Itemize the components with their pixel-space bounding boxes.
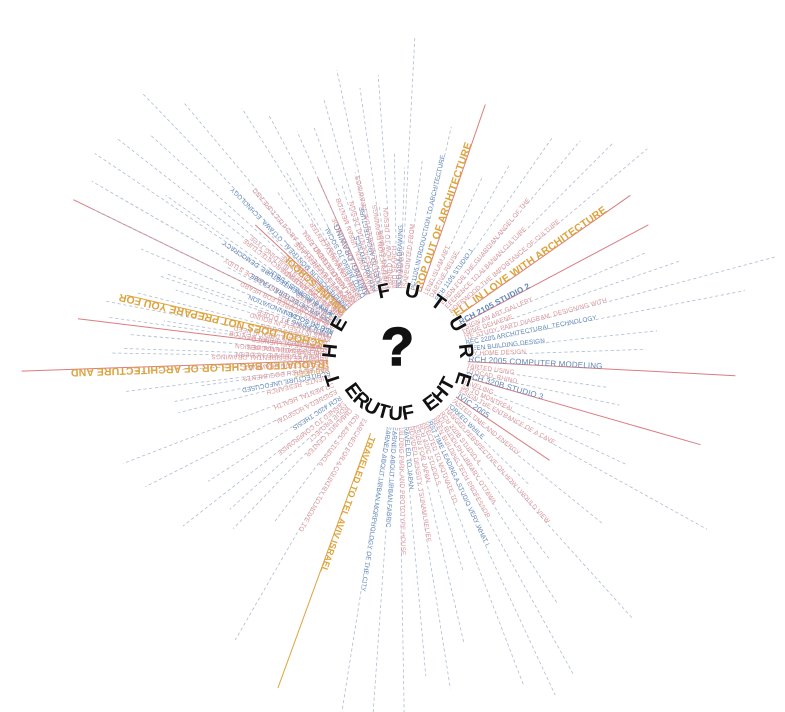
svg-text:R: R <box>454 343 477 360</box>
svg-text:H: H <box>319 343 342 360</box>
